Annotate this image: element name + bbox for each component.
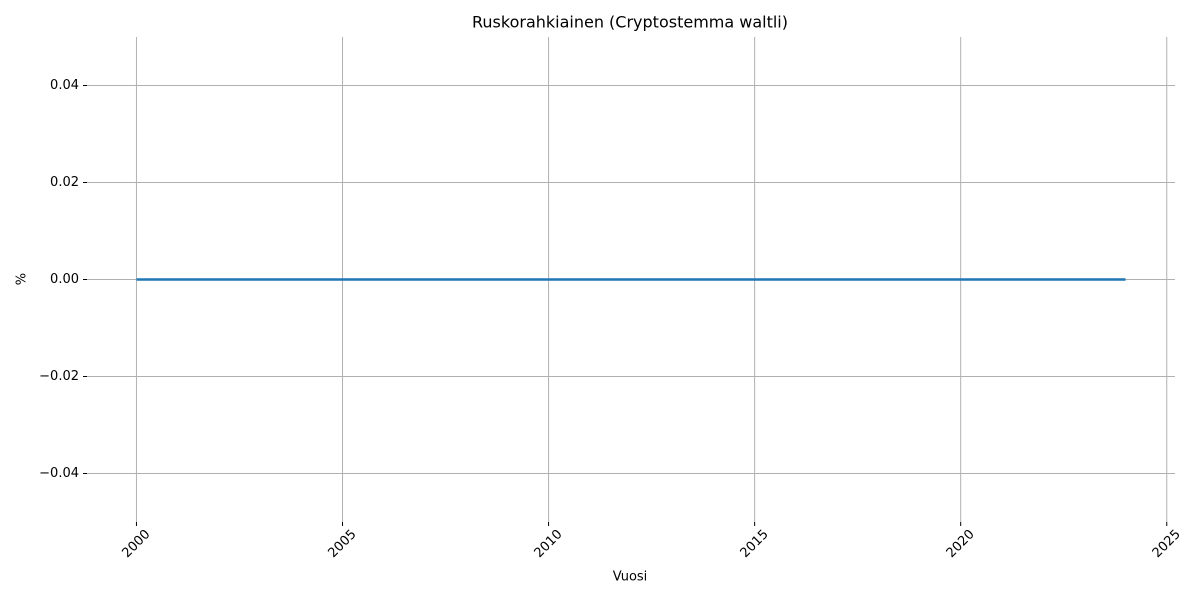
y-axis-label: % — [15, 273, 30, 285]
chart-title: Ruskorahkiainen (Cryptostemma waltli) — [472, 13, 788, 32]
y-tick-label: 0.04 — [50, 78, 79, 93]
y-tick-label: −0.04 — [39, 466, 79, 481]
x-tick-label: 2025 — [1150, 527, 1184, 561]
x-tick-label: 2020 — [944, 527, 978, 561]
x-axis-label: Vuosi — [613, 570, 648, 585]
x-tick-label: 2000 — [119, 527, 153, 561]
x-tick-label: 2015 — [738, 527, 772, 561]
x-tick-label: 2005 — [326, 527, 360, 561]
y-tick-label: 0.02 — [50, 175, 79, 190]
y-tick-label: 0.00 — [50, 272, 79, 287]
y-tick-label: −0.02 — [39, 369, 79, 384]
x-tick-label: 2010 — [532, 527, 566, 561]
